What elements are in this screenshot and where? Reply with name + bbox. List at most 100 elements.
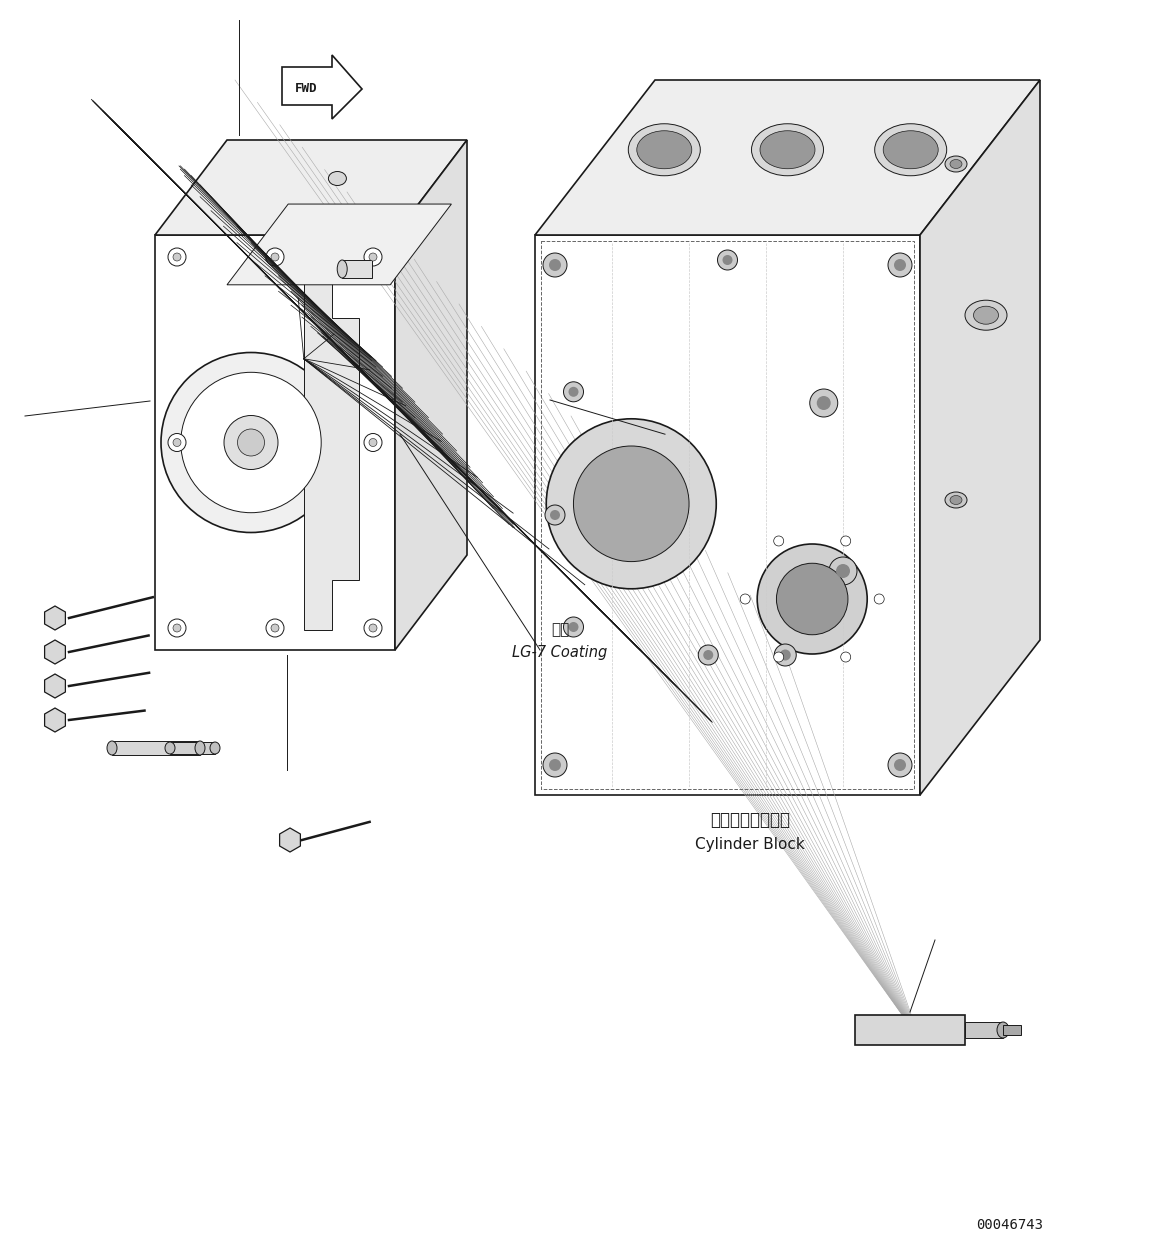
Circle shape [722, 255, 733, 265]
Text: LG-7 Coating: LG-7 Coating [513, 645, 607, 660]
Circle shape [364, 248, 381, 266]
Circle shape [180, 372, 321, 513]
Polygon shape [44, 640, 65, 664]
Ellipse shape [883, 131, 939, 168]
Ellipse shape [165, 743, 174, 754]
Text: FWD: FWD [294, 81, 317, 95]
Circle shape [816, 396, 830, 411]
Circle shape [889, 753, 912, 778]
Circle shape [773, 535, 784, 545]
Circle shape [543, 753, 568, 778]
Circle shape [224, 416, 278, 469]
Bar [965, 1022, 1003, 1038]
Bar [112, 741, 200, 755]
Ellipse shape [628, 124, 700, 176]
Polygon shape [155, 140, 468, 235]
Circle shape [237, 429, 264, 456]
Circle shape [775, 644, 797, 666]
Ellipse shape [337, 260, 348, 278]
Text: シリンダブロック: シリンダブロック [709, 811, 790, 829]
Circle shape [160, 352, 341, 533]
Circle shape [173, 253, 181, 261]
Circle shape [564, 617, 584, 636]
Ellipse shape [997, 1022, 1009, 1038]
Circle shape [271, 253, 279, 261]
Circle shape [369, 438, 377, 447]
Circle shape [773, 651, 784, 661]
Circle shape [549, 260, 561, 271]
Circle shape [369, 624, 377, 631]
Circle shape [836, 564, 850, 578]
Circle shape [841, 535, 850, 545]
Circle shape [757, 544, 868, 654]
Polygon shape [920, 80, 1040, 795]
Ellipse shape [973, 306, 999, 324]
Text: Cylinder Block: Cylinder Block [695, 837, 805, 852]
Polygon shape [155, 235, 395, 650]
Circle shape [167, 248, 186, 266]
Polygon shape [304, 253, 359, 630]
Polygon shape [395, 140, 468, 650]
Circle shape [841, 651, 850, 661]
Circle shape [573, 446, 688, 562]
Bar [170, 743, 215, 754]
Circle shape [569, 387, 578, 397]
Ellipse shape [759, 131, 815, 168]
Circle shape [266, 619, 284, 636]
Circle shape [698, 645, 719, 665]
Circle shape [894, 260, 906, 271]
Circle shape [569, 622, 578, 631]
Ellipse shape [946, 492, 966, 508]
Ellipse shape [950, 495, 962, 504]
Ellipse shape [875, 124, 947, 176]
Circle shape [550, 510, 561, 520]
Circle shape [266, 248, 284, 266]
Circle shape [271, 624, 279, 631]
Ellipse shape [965, 301, 1007, 331]
Circle shape [364, 619, 381, 636]
Circle shape [894, 759, 906, 771]
Circle shape [173, 438, 181, 447]
Circle shape [545, 505, 565, 525]
Polygon shape [44, 708, 65, 733]
Circle shape [889, 253, 912, 277]
Text: 00046743: 00046743 [977, 1218, 1043, 1232]
Ellipse shape [751, 124, 823, 176]
Bar [855, 1015, 965, 1045]
Circle shape [704, 650, 713, 660]
Circle shape [543, 253, 568, 277]
Ellipse shape [107, 741, 117, 755]
Ellipse shape [211, 743, 220, 754]
Polygon shape [535, 235, 920, 795]
Circle shape [875, 594, 884, 604]
Polygon shape [279, 827, 300, 852]
Circle shape [718, 250, 737, 270]
Bar [342, 260, 372, 278]
Circle shape [809, 389, 837, 417]
Circle shape [777, 563, 848, 635]
Circle shape [549, 759, 561, 771]
Circle shape [829, 557, 857, 585]
Ellipse shape [950, 160, 962, 168]
Circle shape [167, 619, 186, 636]
Circle shape [779, 649, 791, 660]
Circle shape [364, 433, 381, 452]
Ellipse shape [637, 131, 692, 168]
Bar [541, 241, 914, 789]
Ellipse shape [328, 171, 347, 186]
Polygon shape [44, 607, 65, 630]
Text: 塗布: 塗布 [551, 623, 569, 638]
Circle shape [564, 382, 584, 402]
Circle shape [740, 594, 750, 604]
Polygon shape [535, 80, 1040, 235]
Ellipse shape [946, 156, 966, 172]
Polygon shape [281, 55, 362, 119]
Circle shape [369, 253, 377, 261]
Circle shape [173, 624, 181, 631]
Circle shape [547, 419, 716, 589]
Circle shape [167, 433, 186, 452]
Bar [1003, 1025, 1021, 1035]
Polygon shape [227, 205, 451, 285]
Polygon shape [44, 674, 65, 698]
Ellipse shape [195, 741, 205, 755]
